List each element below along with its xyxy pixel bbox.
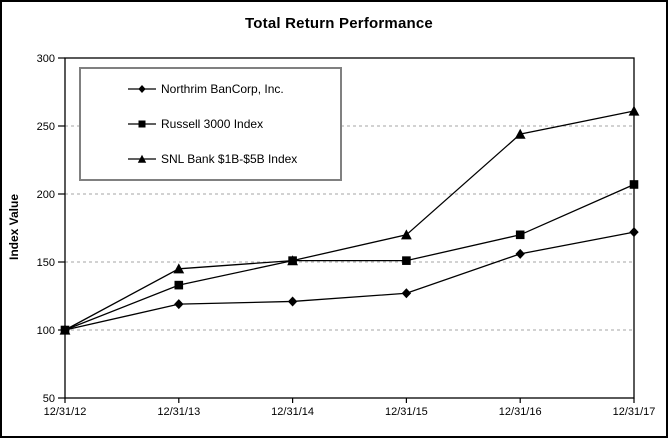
series-marker-square <box>515 230 525 240</box>
legend-item-label: Northrim BanCorp, Inc. <box>161 81 284 96</box>
x-tick-label: 12/31/15 <box>385 406 428 418</box>
y-tick-label: 250 <box>37 121 55 133</box>
series-marker-square <box>174 280 184 290</box>
series-marker-diamond <box>174 299 184 310</box>
y-tick-label: 100 <box>37 325 55 337</box>
series-line <box>64 183 635 331</box>
series-marker-triangle <box>628 105 640 116</box>
legend-item-label: Russell 3000 Index <box>161 116 264 131</box>
legend-item: SNL Bank $1B-$5B Index <box>81 143 340 176</box>
series-marker-square <box>629 180 639 189</box>
x-tick-label: 12/31/14 <box>271 406 314 418</box>
y-tick-label: 300 <box>37 53 55 65</box>
series-marker-diamond <box>60 325 70 335</box>
x-tick-label: 12/31/17 <box>613 406 656 418</box>
x-tick-label: 12/31/16 <box>499 406 542 418</box>
series-marker-triangle <box>514 128 526 139</box>
series-line <box>64 231 635 331</box>
x-tick-label: 12/31/12 <box>44 406 87 418</box>
legend-item: Russell 3000 Index <box>81 107 340 140</box>
series-marker-diamond <box>287 296 298 307</box>
legend: Northrim BanCorp, Inc. Russell 3000 Index… <box>79 67 342 181</box>
y-tick-label: 200 <box>37 189 55 201</box>
series-marker-square <box>402 256 411 265</box>
series-marker-diamond <box>515 248 525 259</box>
x-tick-label: 12/31/13 <box>157 406 200 418</box>
series-marker-diamond <box>401 288 412 299</box>
y-tick-label: 50 <box>43 393 55 405</box>
series-marker-triangle <box>401 229 412 240</box>
series-marker-diamond <box>629 227 639 238</box>
legend-item: Northrim BanCorp, Inc. <box>81 72 340 105</box>
legend-marker-square <box>128 120 156 128</box>
y-tick-label: 150 <box>37 257 55 269</box>
legend-marker-triangle <box>128 155 156 164</box>
chart-title: Total Return Performance <box>245 15 433 32</box>
legend-marker-diamond <box>128 84 156 93</box>
series-marker-square <box>288 256 297 265</box>
series-marker-triangle <box>173 263 185 274</box>
legend-item-label: SNL Bank $1B-$5B Index <box>161 152 298 167</box>
series-line <box>64 110 635 331</box>
